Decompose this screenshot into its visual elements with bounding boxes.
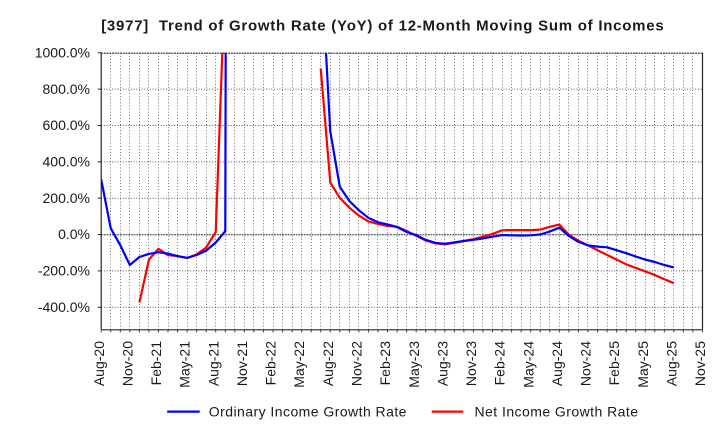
svg-text:Feb-21: Feb-21: [148, 341, 164, 386]
svg-text:May-24: May-24: [520, 341, 536, 388]
svg-text:800.0%: 800.0%: [43, 81, 90, 97]
svg-text:600.0%: 600.0%: [43, 117, 90, 133]
svg-text:Aug-20: Aug-20: [91, 341, 107, 386]
svg-text:Aug-25: Aug-25: [663, 341, 679, 386]
svg-text:May-21: May-21: [177, 341, 193, 388]
svg-text:Aug-21: Aug-21: [205, 341, 221, 386]
svg-text:Nov-24: Nov-24: [578, 341, 594, 386]
svg-text:200.0%: 200.0%: [43, 190, 90, 206]
svg-text:Aug-24: Aug-24: [549, 341, 565, 386]
svg-text:May-22: May-22: [291, 341, 307, 388]
svg-text:Ordinary Income Growth Rate: Ordinary Income Growth Rate: [209, 403, 407, 419]
svg-text:Nov-22: Nov-22: [349, 341, 365, 386]
svg-text:Net Income Growth Rate: Net Income Growth Rate: [475, 403, 639, 419]
svg-text:Aug-22: Aug-22: [320, 341, 336, 386]
svg-text:Nov-25: Nov-25: [692, 341, 708, 386]
svg-text:Feb-23: Feb-23: [377, 341, 393, 386]
svg-text:400.0%: 400.0%: [43, 154, 90, 170]
svg-text:Feb-24: Feb-24: [492, 341, 508, 386]
svg-text:Nov-23: Nov-23: [463, 341, 479, 386]
svg-text:May-23: May-23: [406, 341, 422, 388]
svg-text:-400.0%: -400.0%: [38, 299, 90, 315]
svg-text:[3977] Trend of Growth Rate (: [3977] Trend of Growth Rate (YoY) of 12-…: [101, 17, 664, 34]
svg-text:Feb-22: Feb-22: [263, 341, 279, 386]
svg-text:May-25: May-25: [635, 341, 651, 388]
svg-text:1000.0%: 1000.0%: [35, 45, 90, 61]
svg-text:Nov-20: Nov-20: [119, 341, 135, 386]
svg-text:Aug-23: Aug-23: [434, 341, 450, 386]
svg-text:0.0%: 0.0%: [58, 226, 90, 242]
svg-text:Nov-21: Nov-21: [234, 341, 250, 386]
svg-text:Feb-25: Feb-25: [606, 341, 622, 386]
svg-text:-200.0%: -200.0%: [38, 263, 90, 279]
